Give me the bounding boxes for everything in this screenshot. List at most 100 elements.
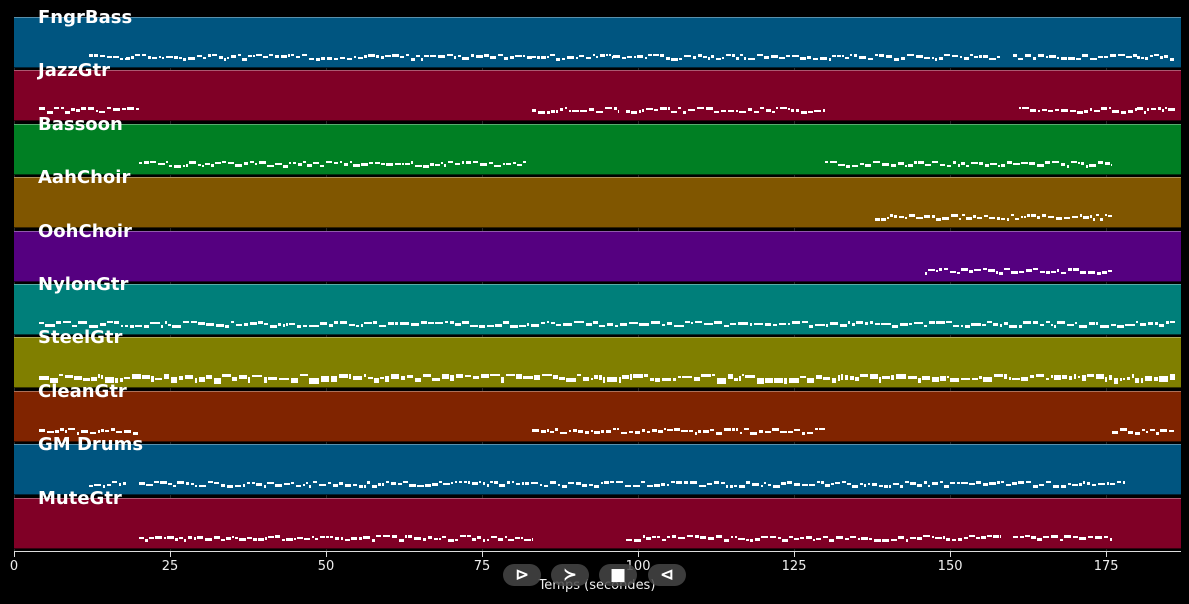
note: [288, 323, 295, 325]
note: [982, 483, 988, 487]
note: [113, 321, 119, 324]
note: [734, 535, 737, 538]
note: [578, 55, 584, 57]
note: [921, 376, 930, 381]
note: [1128, 430, 1134, 434]
note: [958, 163, 961, 167]
note: [613, 55, 621, 58]
note: [939, 267, 943, 271]
note: [213, 378, 221, 385]
note: [444, 321, 448, 323]
note: [771, 427, 779, 431]
note: [759, 107, 764, 110]
note: [813, 110, 821, 113]
note: [204, 537, 212, 541]
play-outline-icon: ⊳: [514, 565, 530, 585]
note: [855, 321, 863, 324]
note: [909, 214, 916, 218]
note: [595, 111, 603, 114]
note: [842, 55, 845, 57]
note: [246, 536, 252, 539]
track-lane[interactable]: NylonGtr: [14, 275, 1181, 335]
track-lane[interactable]: FngrBass: [14, 8, 1181, 68]
track-lane[interactable]: CleanGtr: [14, 381, 1181, 442]
note: [1083, 110, 1088, 114]
note: [510, 56, 515, 59]
note: [447, 54, 454, 56]
note: [1120, 427, 1128, 431]
note: [408, 484, 416, 488]
note: [829, 58, 832, 61]
note: [897, 535, 904, 539]
track-lane[interactable]: AahChoir: [14, 168, 1181, 229]
note: [407, 534, 412, 538]
note: [1170, 58, 1175, 61]
note: [1108, 215, 1113, 218]
note: [1057, 268, 1060, 272]
note: [1111, 163, 1113, 166]
stop-icon[interactable]: ■: [599, 564, 637, 586]
rewind-icon[interactable]: ⊲: [648, 564, 686, 586]
note: [251, 375, 262, 378]
note: [899, 323, 908, 326]
note: [922, 534, 930, 537]
note: [603, 481, 609, 485]
note: [988, 268, 996, 272]
note: [406, 54, 410, 56]
note: [680, 429, 688, 432]
note: [793, 483, 800, 487]
note: [82, 378, 90, 382]
note: [1039, 324, 1044, 326]
note: [1086, 164, 1089, 168]
note: [160, 325, 163, 328]
note: [751, 483, 759, 487]
note: [592, 321, 598, 324]
note: [1108, 107, 1111, 110]
note: [1035, 374, 1044, 378]
note: [87, 107, 94, 111]
note: [956, 482, 960, 485]
note: [1061, 162, 1066, 166]
track-lane[interactable]: GM Drums: [14, 435, 1181, 496]
note: [939, 376, 946, 382]
note: [1116, 325, 1124, 328]
note: [143, 160, 149, 164]
note: [122, 482, 127, 486]
track-lane[interactable]: SteelGtr: [14, 328, 1181, 389]
note: [966, 164, 970, 167]
note: [917, 378, 921, 384]
note: [588, 484, 593, 487]
note: [706, 483, 712, 486]
track-lane[interactable]: OohChoir: [14, 221, 1181, 282]
note: [568, 110, 571, 113]
note: [203, 57, 207, 59]
note: [462, 57, 470, 60]
fast-forward-icon[interactable]: ≻: [551, 564, 589, 586]
note: [129, 325, 134, 328]
note: [703, 323, 713, 325]
note: [373, 378, 379, 384]
note: [882, 162, 890, 166]
note: [726, 54, 732, 56]
note: [1154, 54, 1160, 56]
note: [135, 108, 139, 111]
note: [1045, 378, 1049, 381]
note: [334, 536, 339, 540]
track-lane[interactable]: MuteGtr: [14, 488, 1181, 549]
note: [851, 485, 858, 489]
note: [154, 535, 162, 539]
note: [182, 164, 185, 167]
note: [675, 481, 682, 485]
track-lane[interactable]: JazzGtr: [14, 61, 1181, 122]
note: [488, 161, 493, 164]
note: [617, 110, 620, 114]
play-outline-icon[interactable]: ⊳: [503, 564, 541, 586]
note: [722, 57, 725, 59]
note: [472, 376, 479, 380]
note: [235, 324, 242, 326]
note: [166, 56, 174, 58]
note: [264, 536, 267, 540]
note: [645, 57, 648, 59]
note: [1132, 54, 1138, 57]
track-lane[interactable]: Bassoon: [14, 114, 1181, 175]
